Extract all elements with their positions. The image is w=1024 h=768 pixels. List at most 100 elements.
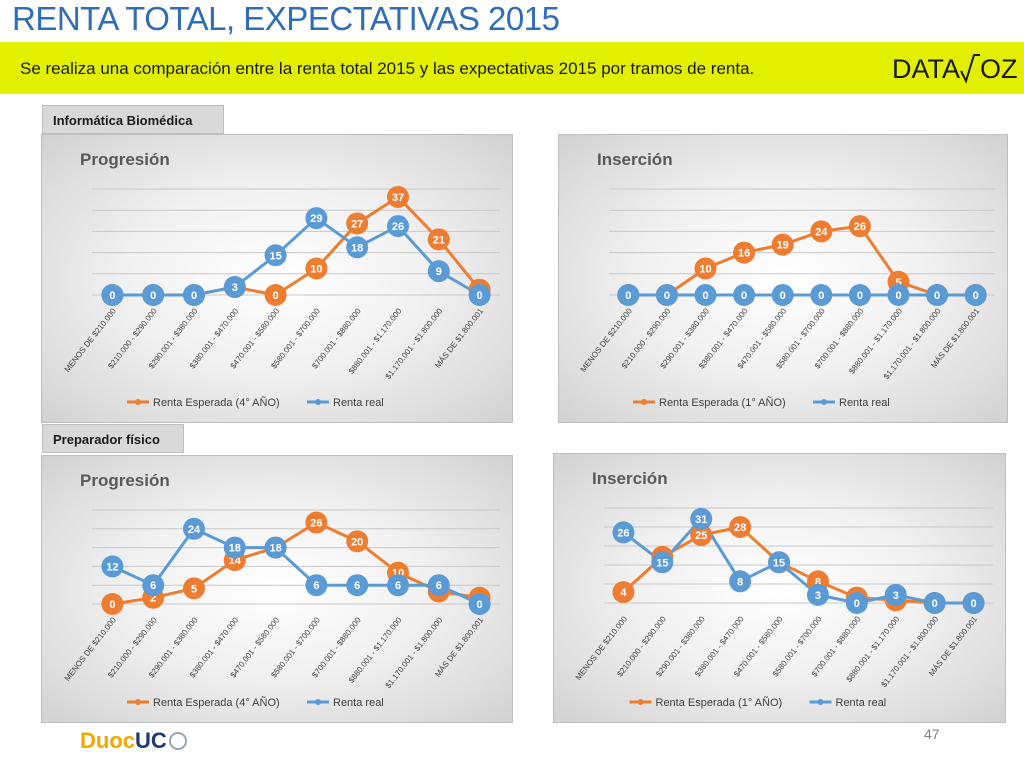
data-point bbox=[264, 536, 287, 559]
series-line bbox=[622, 525, 974, 605]
data-point bbox=[810, 220, 833, 243]
data-point bbox=[142, 284, 165, 306]
chart-pf-insercion: Inserción4172528158210026153181530300MEN… bbox=[553, 453, 1006, 723]
data-point bbox=[183, 577, 205, 600]
data-label: 15 bbox=[773, 557, 785, 569]
data-point bbox=[305, 511, 328, 534]
data-label: 6 bbox=[354, 580, 360, 592]
legend-marker bbox=[135, 699, 141, 705]
data-label: 18 bbox=[229, 543, 241, 555]
data-point bbox=[694, 257, 717, 280]
chart-title: Inserción bbox=[592, 469, 668, 488]
data-label: 6 bbox=[313, 580, 319, 592]
subtitle-text: Se realiza una comparación entre la rent… bbox=[20, 59, 755, 78]
data-label: 0 bbox=[741, 290, 747, 302]
data-point bbox=[387, 574, 409, 597]
data-label: 0 bbox=[109, 599, 115, 611]
legend-label: Renta real bbox=[333, 697, 384, 709]
data-point bbox=[101, 284, 124, 306]
data-point bbox=[223, 536, 246, 559]
legend-label: Renta Esperada (1° AÑO) bbox=[659, 396, 786, 409]
data-label: 37 bbox=[392, 192, 404, 204]
data-point bbox=[964, 284, 987, 306]
data-point bbox=[845, 592, 868, 614]
chart-title: Progresión bbox=[80, 471, 170, 490]
data-point bbox=[183, 284, 205, 306]
data-point bbox=[305, 257, 328, 280]
data-label: 0 bbox=[477, 290, 483, 302]
chart-ib-insercion: Inserción0010161924265000000000000MENOS … bbox=[558, 134, 1008, 423]
data-point bbox=[810, 284, 833, 306]
data-point bbox=[346, 574, 369, 597]
data-point bbox=[690, 524, 713, 547]
data-label: 0 bbox=[191, 290, 197, 302]
data-label: 24 bbox=[188, 524, 201, 536]
data-point bbox=[387, 215, 409, 238]
legend-label: Renta real bbox=[333, 397, 384, 409]
data-label: 15 bbox=[656, 557, 668, 569]
legend-marker bbox=[641, 399, 647, 405]
data-label: 0 bbox=[780, 290, 786, 302]
data-point bbox=[771, 284, 794, 306]
data-point bbox=[612, 581, 635, 604]
data-label: 0 bbox=[477, 599, 483, 611]
data-label: 0 bbox=[664, 290, 670, 302]
data-label: 20 bbox=[351, 536, 363, 548]
data-point bbox=[427, 574, 450, 597]
data-point bbox=[223, 276, 246, 299]
page-number: 47 bbox=[924, 726, 940, 742]
data-point bbox=[729, 570, 752, 593]
legend-label: Renta Esperada (4° AÑO) bbox=[153, 696, 280, 709]
data-label: 3 bbox=[232, 282, 238, 294]
data-label: 31 bbox=[695, 514, 707, 526]
data-label: 0 bbox=[932, 598, 938, 610]
data-label: 0 bbox=[857, 290, 863, 302]
page-title: RENTA TOTAL, EXPECTATIVAS 2015 bbox=[12, 0, 560, 37]
series-line bbox=[622, 516, 974, 605]
seal-icon bbox=[168, 732, 187, 750]
data-point bbox=[468, 284, 491, 306]
data-label: 0 bbox=[702, 290, 708, 302]
data-label: 15 bbox=[269, 250, 281, 262]
data-label: 4 bbox=[620, 587, 627, 599]
data-point bbox=[806, 583, 829, 606]
data-label: 6 bbox=[436, 580, 442, 592]
data-point bbox=[612, 521, 635, 544]
data-label: 21 bbox=[433, 234, 445, 246]
data-label: 0 bbox=[109, 290, 115, 302]
legend-marker bbox=[817, 699, 824, 705]
data-point bbox=[346, 212, 369, 235]
section-label-preparador: Preparador físico bbox=[42, 424, 184, 453]
legend-label: Renta Esperada (4° AÑO) bbox=[153, 396, 280, 409]
data-label: 18 bbox=[269, 543, 281, 555]
data-point bbox=[690, 507, 713, 530]
data-label: 24 bbox=[815, 226, 828, 238]
legend-marker bbox=[637, 699, 644, 705]
data-label: 0 bbox=[150, 290, 156, 302]
subtitle-band: Se realiza una comparación entre la rent… bbox=[0, 42, 1024, 94]
data-point bbox=[923, 592, 946, 614]
series-line bbox=[111, 526, 481, 606]
data-label: 28 bbox=[734, 522, 746, 534]
data-point bbox=[427, 228, 450, 251]
data-label: 16 bbox=[738, 248, 750, 260]
data-label: 0 bbox=[625, 290, 631, 302]
data-point bbox=[733, 284, 756, 306]
legend-marker bbox=[315, 399, 321, 405]
data-point bbox=[733, 241, 756, 264]
section-label-informatica: Informática Biomédica bbox=[42, 105, 224, 134]
chart-pf-progresion: Progresión02514182620104212624181866660M… bbox=[41, 455, 513, 723]
data-label: 0 bbox=[818, 290, 824, 302]
data-point bbox=[183, 517, 205, 540]
chart-title: Inserción bbox=[597, 150, 673, 169]
data-label: 6 bbox=[395, 580, 401, 592]
data-label: 9 bbox=[436, 266, 442, 278]
logo-root-icon bbox=[960, 54, 981, 84]
data-label: 2 bbox=[150, 593, 156, 605]
logo-text-left: DATA bbox=[892, 53, 961, 84]
legend-marker bbox=[135, 399, 141, 405]
data-point bbox=[387, 185, 409, 208]
data-point bbox=[887, 284, 910, 306]
data-label: 5 bbox=[895, 277, 901, 289]
data-label: 0 bbox=[273, 290, 279, 302]
